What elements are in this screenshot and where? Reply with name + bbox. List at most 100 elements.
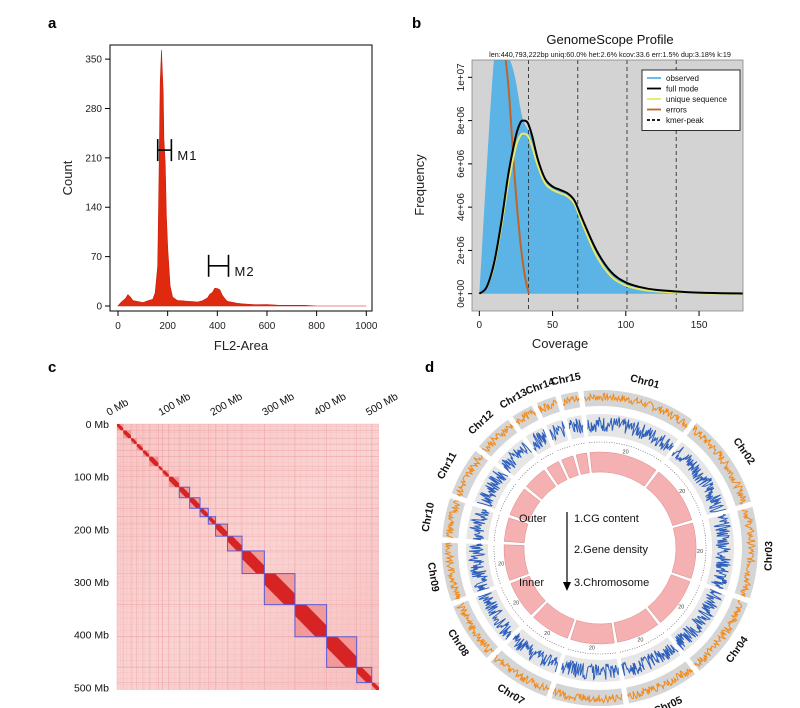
chromosome-label: Chr10 (420, 501, 438, 533)
scale-label: 20 (498, 561, 504, 567)
chromosome-ideogram (533, 602, 575, 639)
chromosome-sector (536, 396, 579, 479)
gate-label: M1 (177, 148, 197, 163)
gc-content-signal (481, 423, 514, 452)
x-tick-label: 800 (308, 321, 325, 332)
gc-track-band (686, 422, 752, 507)
x-tick-label: 300 Mb (260, 391, 296, 419)
chromosome-ideogram (546, 461, 568, 486)
gene-density-signal (532, 429, 547, 452)
contact-block (123, 430, 132, 439)
legend-track-2: 2.Gene density (574, 544, 648, 556)
legend-entry: kmer-peak (666, 116, 705, 125)
y-tick-label: 70 (91, 252, 103, 263)
scale-label: 20 (513, 600, 519, 606)
chromosome-ideogram (570, 620, 615, 645)
series-observed (479, 60, 743, 294)
x-tick-label: 200 Mb (208, 391, 244, 419)
gc-content-signal (626, 668, 693, 700)
chromosome-sector: 20 (551, 620, 624, 707)
gene-density-signal (468, 543, 490, 592)
gc-content-signal (740, 509, 756, 598)
chromosome-label: Chr01 (629, 372, 661, 391)
gene-density-signal (476, 470, 509, 507)
legend-outer: Outer (519, 513, 547, 525)
gene-density-signal (671, 446, 727, 513)
scale-ring (557, 446, 571, 452)
plot-frame (109, 44, 373, 312)
contact-block (179, 487, 190, 498)
y-axis-label: Count (60, 160, 75, 195)
chromosome-outline (227, 535, 243, 552)
panel-label-c: c (48, 359, 56, 376)
chromosome-sector: 20 (453, 575, 546, 659)
scale-label: 20 (589, 646, 595, 652)
y-tick-label: 0 (96, 302, 102, 313)
chromosome-sector: 20 (583, 390, 693, 487)
y-tick-label: 0 Mb (86, 419, 110, 431)
gene-track-band (497, 439, 535, 477)
contact-block (356, 667, 372, 683)
y-tick-label: 300 Mb (74, 577, 109, 589)
gc-track-band (551, 683, 624, 707)
track-legend: Outer Inner 1.CG content 2.Gene density … (519, 512, 649, 591)
contact-block (294, 604, 327, 637)
gc-content-signal (693, 599, 743, 668)
contact-block (149, 456, 159, 467)
contact-block (168, 476, 180, 488)
gene-track-band (507, 628, 562, 675)
chromosome-outline (326, 636, 358, 668)
contact-block (371, 682, 379, 690)
hic-contact-heatmap: 0 Mb 100 Mb 200 Mb 300 Mb 400 Mb 500 Mb 0 Mb 1… (74, 391, 400, 695)
gc-content-signal (443, 542, 461, 600)
legend-inner: Inner (519, 577, 544, 589)
y-tick-label: 4e+06 (456, 193, 467, 222)
y-tick-label: 0e+00 (456, 279, 467, 308)
plot-frame (471, 59, 744, 312)
chromosome-sector: 20 (647, 574, 748, 671)
chromosome-sector: 20 (671, 506, 758, 599)
chromosome-outline (294, 604, 328, 638)
chromosome-label: Chr11 (435, 450, 460, 481)
legend-entry: unique sequence (666, 95, 727, 104)
chart-title: GenomeScope Profile (546, 32, 673, 47)
y-tick-label: 400 Mb (74, 630, 109, 642)
gc-content-signal (692, 425, 747, 505)
chromosome-ideogram (509, 488, 541, 522)
contact-block (326, 636, 357, 668)
gene-density-signal (711, 514, 731, 589)
chromosome-ideogram (503, 517, 529, 544)
chromosome-sector (451, 450, 541, 522)
chromosome-sector: 20 (613, 608, 696, 704)
scale-label: 20 (637, 637, 643, 643)
chromosome-outline (189, 497, 201, 509)
gene-track-band (558, 654, 621, 682)
contact-block (227, 536, 243, 551)
scale-label: 20 (678, 604, 684, 610)
scale-ring (518, 461, 539, 481)
gene-density-signal (549, 421, 566, 442)
x-tick-label: 50 (547, 320, 559, 331)
chromosome-label: Chr03 (762, 541, 775, 571)
chromosome-outline (178, 486, 191, 499)
x-tick-label: 0 (115, 321, 121, 332)
scale-ring (666, 585, 700, 631)
chromosome-outline (207, 516, 217, 525)
genomescope-profile: GenomeScope Profile len:440,793,222bp un… (412, 32, 744, 351)
gc-content-signal (583, 392, 688, 429)
contact-block (131, 438, 137, 445)
chromosome-outline (356, 666, 373, 684)
gene-density-signal (469, 509, 490, 541)
legend-entry: errors (666, 106, 687, 115)
chromosome-ideogram (575, 452, 590, 475)
y-tick-label: 500 Mb (74, 682, 109, 694)
y-tick-label: 200 Mb (74, 524, 109, 536)
scale-ring (700, 520, 707, 582)
gene-density-signal (501, 442, 532, 474)
legend-entry: observed (666, 74, 699, 83)
gc-content-signal (562, 395, 580, 406)
scale-label: 20 (623, 449, 629, 455)
chromosome-label: Chr15 (550, 371, 582, 389)
x-axis-label: Coverage (532, 336, 588, 351)
